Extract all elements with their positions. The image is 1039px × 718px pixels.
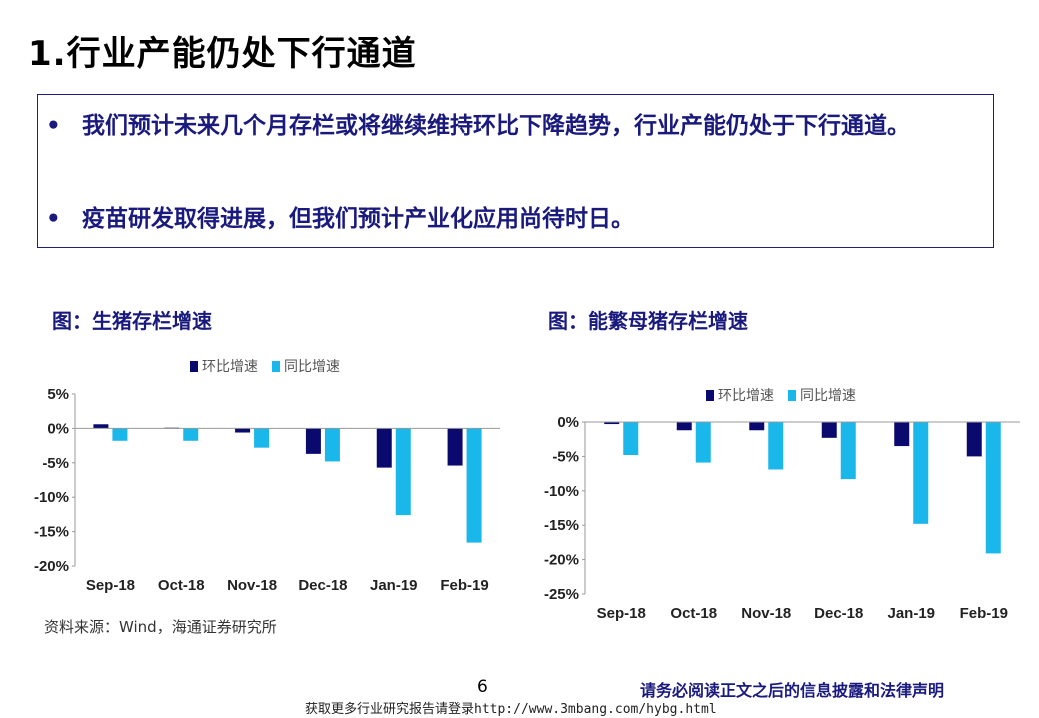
bar	[985, 422, 1001, 554]
bar	[966, 422, 982, 457]
bar	[604, 422, 620, 425]
bar	[821, 422, 837, 438]
x-tick-label: Nov-18	[227, 577, 277, 594]
bar	[112, 428, 128, 441]
bar	[376, 428, 392, 468]
bar	[183, 428, 199, 441]
chart-title-left: 图：生猪存栏增速	[52, 309, 212, 333]
legend-label: 同比增速	[800, 388, 856, 404]
x-tick-label: Feb-19	[960, 605, 1008, 622]
bar	[466, 428, 482, 543]
footer-link[interactable]: 获取更多行业研究报告请登录http://www.3mbang.com/hybg.…	[305, 702, 717, 717]
x-tick-label: Jan-19	[887, 605, 935, 622]
bar	[254, 428, 270, 448]
y-tick-label: -5%	[552, 448, 579, 465]
legend-swatch	[272, 361, 280, 372]
bar	[840, 422, 856, 480]
bar	[623, 422, 639, 456]
bullet-dot-icon: •	[46, 113, 61, 139]
y-tick-label: -20%	[34, 558, 69, 575]
chart-title-right: 图：能繁母猪存栏增速	[548, 309, 748, 333]
x-tick-label: Oct-18	[670, 605, 717, 622]
bullet-box: • 我们预计未来几个月存栏或将继续维持环比下降趋势，行业产能仍处于下行通道。 •…	[37, 94, 994, 248]
bar	[768, 422, 784, 470]
legend-label: 同比增速	[284, 359, 340, 375]
bullet-text: 疫苗研发取得进展，但我们预计产业化应用尚待时日。	[82, 206, 634, 232]
bar	[395, 428, 411, 516]
bar	[235, 428, 251, 433]
legend-swatch	[706, 390, 714, 401]
y-tick-label: 5%	[47, 386, 69, 403]
chart-left: 环比增速 同比增速 5% 0% -5% -10% -15% -20% Sep-18 Oct-18 N…	[34, 359, 500, 594]
legend-label: 环比增速	[718, 388, 774, 404]
bar	[749, 422, 765, 431]
x-tick-label: Sep-18	[86, 577, 135, 594]
page-number: 6	[477, 677, 488, 697]
bar	[447, 428, 463, 466]
bar	[305, 428, 321, 454]
chart-right: 环比增速 同比增速 0% -5% -10% -15% -20% -25% Sep-18 Oct-1…	[544, 388, 1020, 622]
y-tick-label: -10%	[544, 483, 579, 500]
legend-swatch	[190, 361, 198, 372]
bar	[676, 422, 692, 431]
y-tick-label: 0%	[557, 414, 579, 431]
bullet-text: 我们预计未来几个月存栏或将继续维持环比下降趋势，行业产能仍处于下行通道。	[82, 113, 910, 139]
x-tick-label: Jan-19	[370, 577, 418, 594]
bullet-dot-icon: •	[46, 206, 61, 232]
page-title: 1.行业产能仍处下行通道	[28, 34, 417, 74]
x-tick-label: Oct-18	[158, 577, 205, 594]
y-tick-label: -20%	[544, 552, 579, 569]
bar	[324, 428, 340, 462]
y-tick-label: -25%	[544, 586, 579, 603]
x-tick-label: Dec-18	[814, 605, 863, 622]
y-tick-label: -5%	[42, 455, 69, 472]
bar	[894, 422, 910, 447]
x-tick-label: Nov-18	[741, 605, 791, 622]
legend-swatch	[788, 390, 796, 401]
bar	[913, 422, 929, 524]
y-tick-label: 0%	[47, 420, 69, 437]
x-tick-label: Feb-19	[440, 577, 488, 594]
legend-label: 环比增速	[202, 359, 258, 375]
bar	[93, 424, 109, 429]
x-tick-label: Dec-18	[298, 577, 347, 594]
y-tick-label: -15%	[544, 517, 579, 534]
source-note: 资料来源：Wind，海通证券研究所	[44, 618, 277, 636]
x-tick-label: Sep-18	[597, 605, 646, 622]
y-tick-label: -15%	[34, 524, 69, 541]
disclaimer: 请务必阅读正文之后的信息披露和法律声明	[640, 681, 945, 700]
y-tick-label: -10%	[34, 489, 69, 506]
bar	[695, 422, 711, 463]
